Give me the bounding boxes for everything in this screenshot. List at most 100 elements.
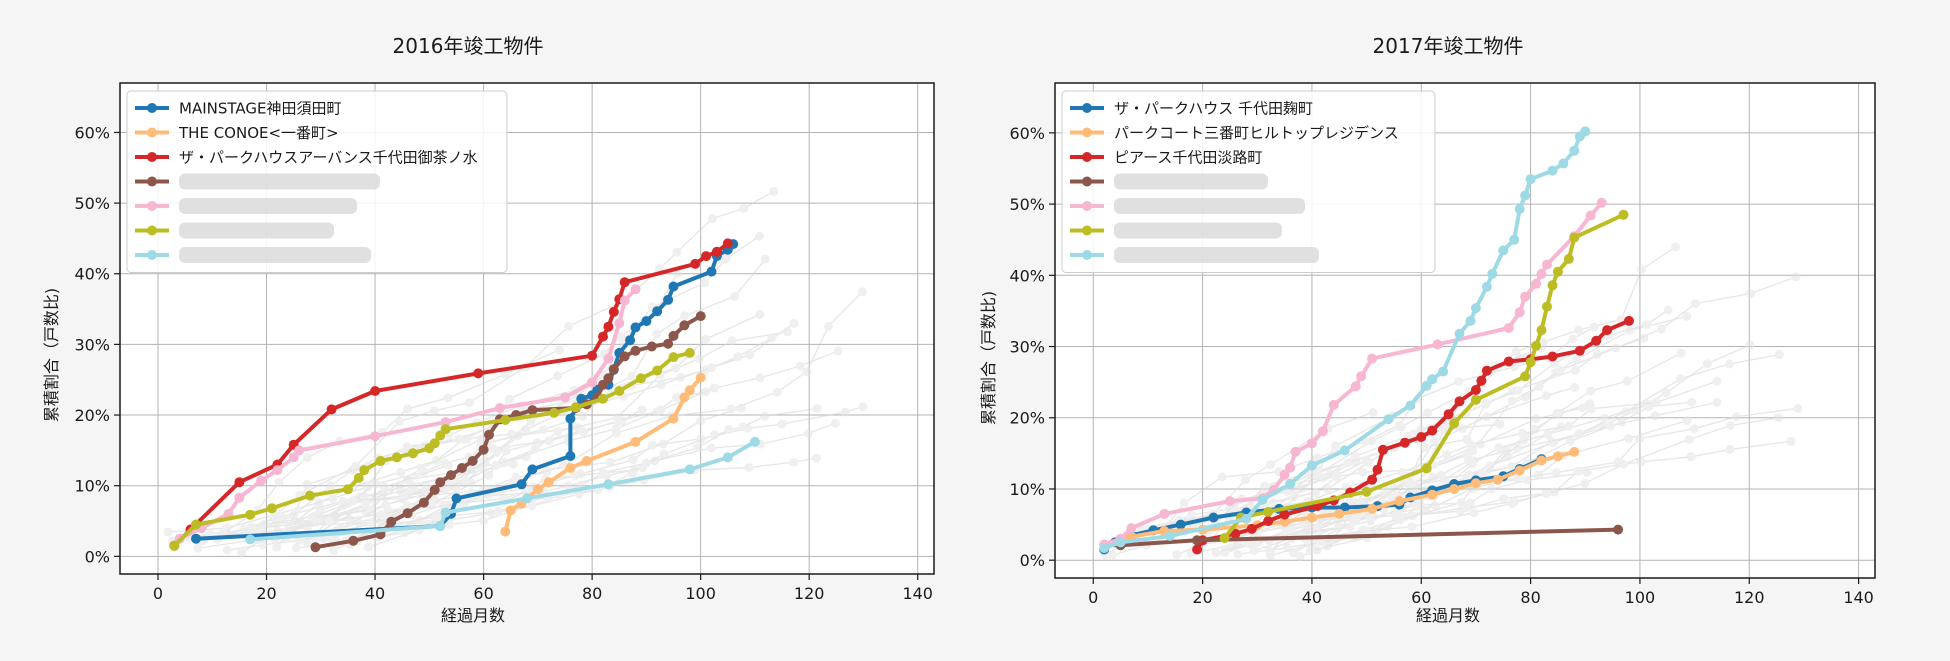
background-point xyxy=(1513,443,1522,453)
data-point xyxy=(440,417,451,428)
data-point xyxy=(1115,537,1126,548)
background-point xyxy=(745,350,755,360)
data-point xyxy=(1317,426,1328,437)
data-point xyxy=(570,402,581,413)
background-point xyxy=(730,292,740,301)
data-point xyxy=(641,316,652,327)
plot-frame xyxy=(1054,82,1876,579)
y-axis-label: 累積割合（戸数比) xyxy=(979,291,998,425)
data-point xyxy=(505,505,516,516)
data-point xyxy=(1558,158,1569,169)
data-point xyxy=(614,386,625,396)
background-point xyxy=(460,476,470,486)
data-point xyxy=(375,456,386,466)
data-point xyxy=(1481,365,1492,376)
x-tick-label: 120 xyxy=(794,584,825,603)
data-point xyxy=(1241,513,1252,524)
x-axis-label: 経過月数 xyxy=(1416,606,1480,625)
data-point xyxy=(1126,523,1137,534)
data-point xyxy=(1514,465,1525,476)
background-point xyxy=(1686,452,1696,462)
data-point xyxy=(565,413,576,424)
background-point xyxy=(1346,496,1355,506)
background-point xyxy=(1773,413,1783,423)
background-point xyxy=(840,407,850,417)
background-point xyxy=(1534,381,1544,391)
background-point xyxy=(755,310,765,319)
background-point xyxy=(693,443,703,453)
data-point xyxy=(619,277,630,288)
background-point xyxy=(1555,365,1565,375)
legend-item: ザ・パークハウスアーバンス千代田御茶ノ水 xyxy=(135,149,478,167)
background-point xyxy=(1564,421,1574,431)
background-point xyxy=(1464,470,1474,480)
background-point xyxy=(652,329,662,339)
background-point xyxy=(1622,376,1632,386)
background-line xyxy=(287,331,788,534)
data-point xyxy=(435,477,446,488)
y-tick-label: 30% xyxy=(74,335,110,354)
background-point xyxy=(1571,355,1581,364)
legend-swatch-marker xyxy=(147,152,157,162)
legend-item xyxy=(135,247,371,263)
background-point xyxy=(701,334,711,344)
background-point xyxy=(754,231,764,241)
data-point xyxy=(619,295,630,306)
data-point xyxy=(603,353,614,364)
background-point xyxy=(1599,413,1609,423)
background-point xyxy=(431,512,441,522)
background-point xyxy=(1368,408,1378,417)
legend-item xyxy=(1070,247,1319,263)
chart-title: 2016年竣工物件 xyxy=(393,34,544,58)
data-point xyxy=(326,404,337,415)
data-point xyxy=(560,392,570,403)
background-point xyxy=(530,444,540,454)
data-point xyxy=(1613,524,1624,535)
legend-swatch-marker xyxy=(1082,152,1092,162)
background-point xyxy=(767,333,777,343)
background-point xyxy=(1586,386,1596,396)
background-point xyxy=(1454,377,1464,387)
data-point xyxy=(1481,281,1492,292)
background-point xyxy=(1507,396,1517,406)
data-point xyxy=(1159,508,1170,519)
background-point xyxy=(1350,514,1360,524)
data-point xyxy=(722,452,733,463)
x-tick-label: 80 xyxy=(582,584,602,603)
legend-label: ピアース千代田淡路町 xyxy=(1114,149,1262,167)
data-point xyxy=(1432,339,1443,350)
legend: MAINSTAGE神田須田町 THE CONOE<一番町> ザ・パークハウスアーバン… xyxy=(126,90,508,273)
background-point xyxy=(1494,443,1504,453)
data-point xyxy=(1192,544,1203,555)
data-point xyxy=(543,477,554,488)
y-tick-label: 20% xyxy=(74,406,110,425)
data-point xyxy=(581,456,592,466)
background-point xyxy=(406,480,416,490)
background-point xyxy=(1682,416,1692,426)
data-point xyxy=(348,535,359,546)
data-point xyxy=(1569,232,1580,243)
data-point xyxy=(630,284,641,295)
background-point xyxy=(1331,441,1341,451)
background-point xyxy=(1439,424,1448,434)
data-point xyxy=(614,318,625,329)
data-point xyxy=(1378,444,1388,455)
legend-swatch-marker xyxy=(147,176,157,187)
y-tick-label: 40% xyxy=(74,265,110,284)
y-tick-label: 0% xyxy=(85,547,110,566)
data-point xyxy=(549,407,560,418)
background-point xyxy=(769,186,779,196)
background-point xyxy=(760,254,770,264)
data-point xyxy=(625,335,636,346)
background-point xyxy=(328,493,338,503)
y-tick-label: 10% xyxy=(1009,480,1045,499)
data-point xyxy=(1099,543,1110,554)
background-point xyxy=(1485,461,1495,471)
background-point xyxy=(163,527,173,537)
data-point xyxy=(619,351,630,362)
data-point xyxy=(1520,190,1531,201)
data-point xyxy=(1520,371,1531,382)
data-point xyxy=(1514,307,1525,318)
background-point xyxy=(443,393,453,403)
